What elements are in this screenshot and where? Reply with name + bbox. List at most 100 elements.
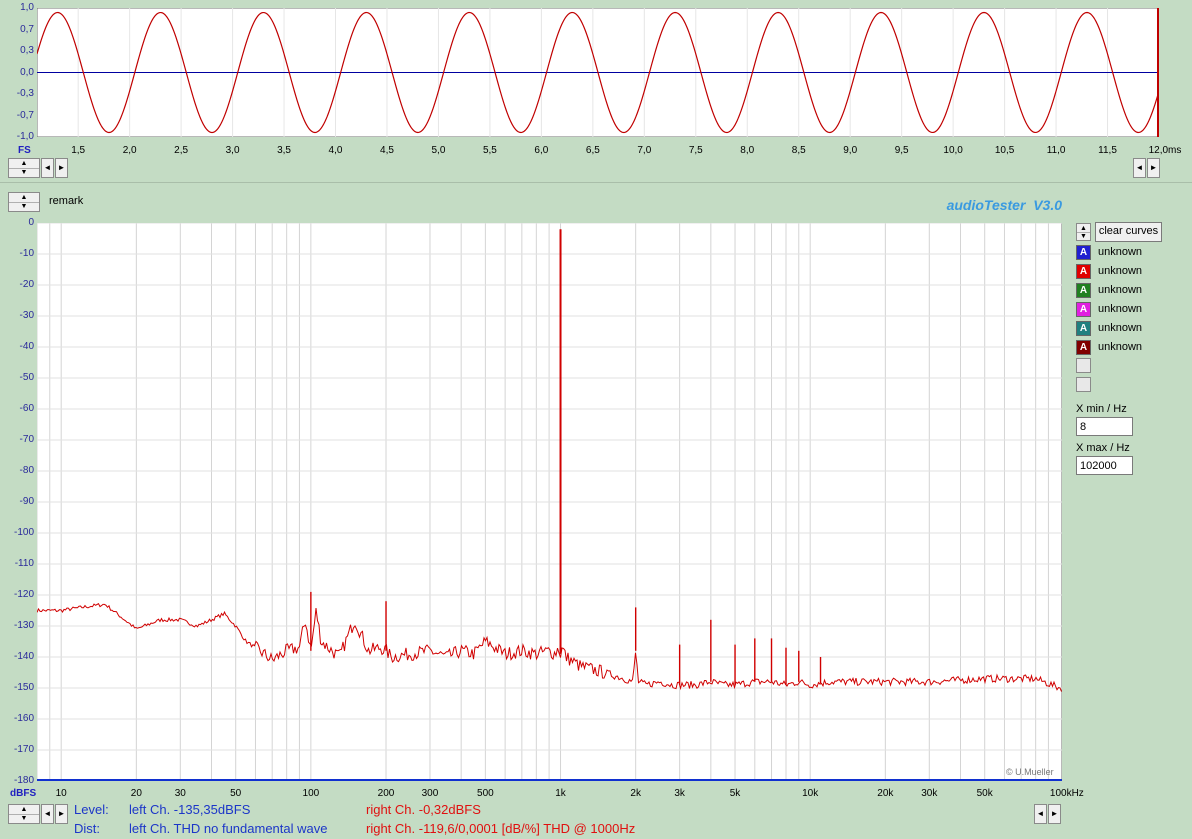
spectrum-x-tick-label: 2k	[630, 788, 641, 799]
curve-slot-empty[interactable]	[1076, 358, 1091, 373]
fs-label: FS	[18, 145, 31, 156]
curve-color-swatch[interactable]: A	[1076, 302, 1091, 317]
scope-x-tick-label: 2,5	[174, 145, 189, 156]
scope-x-tick-label: 8,0	[740, 145, 755, 156]
spectrum-x-tick-label: 10	[55, 788, 67, 799]
scope-zoom-right-button[interactable]: ►	[1147, 158, 1160, 178]
dist-right-value: right Ch. -119,6/0,0001 [dB/%] THD @ 100…	[366, 821, 636, 836]
curve-label: unknown	[1098, 341, 1143, 353]
clear-curves-button[interactable]: clear curves	[1095, 222, 1162, 242]
spinner-down-icon[interactable]: ▼	[20, 815, 28, 822]
dist-left-value: left Ch. THD no fundamental wave	[129, 821, 328, 836]
legend-spinner[interactable]: ▲ ▼	[1076, 223, 1091, 241]
spectrum-zoom-right-button[interactable]: ►	[1048, 804, 1061, 824]
spectrum-y-tick-label: -170	[13, 744, 34, 755]
level-label: Level:	[74, 802, 109, 817]
spinner-up-icon[interactable]: ▲	[9, 805, 39, 815]
spectrum-y-tick-label: -160	[13, 713, 34, 724]
scope-scroll-left-button[interactable]: ◄	[41, 158, 54, 178]
spectrum-x-tick-label: 30	[174, 788, 186, 799]
spectrum-y-tick-label: -130	[13, 620, 34, 631]
scope-x-tick-label: 4,0	[328, 145, 343, 156]
scope-x-tick-label: 1,5	[71, 145, 86, 156]
scope-x-tick-label: 11,0	[1046, 145, 1066, 156]
xmin-input[interactable]	[1076, 417, 1133, 436]
spectrum-x-tick-label: 100kHz	[1049, 788, 1084, 799]
spectrum-x-tick-label: 20	[130, 788, 142, 799]
spectrum-x-tick-label: 500	[477, 788, 494, 799]
spectrum-scroll-left-button[interactable]: ◄	[41, 804, 54, 824]
scope-x-tick-label: 4,5	[380, 145, 394, 156]
spectrum-y-tick-label: -50	[19, 372, 34, 383]
scope-x-tick-label: 8,5	[791, 145, 806, 156]
scope-zoom-left-button[interactable]: ◄	[1133, 158, 1146, 178]
curve-label: unknown	[1098, 265, 1143, 277]
scope-y-tick-label: 0,7	[20, 23, 34, 35]
spectrum-x-tick-label: 3k	[674, 788, 685, 799]
spectrum-y-tick-label: -20	[19, 279, 34, 290]
scope-x-tick-label: 11,5	[1098, 145, 1117, 156]
spectrum-y-tick-label: -30	[19, 310, 34, 321]
spectrum-y-tick-label: -70	[19, 434, 34, 445]
level-right-value: right Ch. -0,32dBFS	[366, 802, 481, 817]
spectrum-scroll-right-button[interactable]: ►	[55, 804, 68, 824]
spectrum-zoom-left-button[interactable]: ◄	[1034, 804, 1047, 824]
scope-y-tick-label: 0,0	[20, 66, 34, 78]
scope-y-tick-label: 1,0	[20, 2, 34, 13]
dist-label: Dist:	[74, 821, 100, 836]
spinner-up-icon[interactable]: ▲	[9, 193, 39, 203]
spectrum-y-tick-label: -100	[13, 527, 34, 538]
curve-color-swatch[interactable]: A	[1076, 283, 1091, 298]
level-left-value: left Ch. -135,35dBFS	[129, 802, 251, 817]
scope-x-tick-label: 5,0	[431, 145, 446, 156]
xmin-label: X min / Hz	[1076, 403, 1127, 415]
scope-x-tick-label: 3,0	[225, 145, 240, 156]
oscilloscope-plot	[37, 8, 1159, 137]
spectrum-x-tick-label: 30k	[921, 788, 938, 799]
spectrum-trace	[37, 603, 1062, 692]
spectrum-y-tick-label: -140	[13, 651, 34, 662]
spectrum-y-tick-label: -150	[13, 682, 34, 693]
spectrum-x-tick-label: 5k	[729, 788, 741, 799]
spinner-down-icon[interactable]: ▼	[20, 203, 28, 210]
remark-spinner[interactable]: ▲ ▼	[8, 192, 40, 212]
spectrum-y-tick-label: -120	[13, 589, 34, 600]
curve-label: unknown	[1098, 284, 1143, 296]
spinner-up-icon[interactable]: ▲	[1077, 224, 1090, 233]
scope-y-tick-label: -0,3	[16, 88, 34, 99]
scope-waveform	[37, 11, 1159, 134]
spectrum-x-tick-label: 300	[421, 788, 439, 799]
spectrum-y-tick-label: -180	[13, 775, 34, 786]
dbfs-unit-label: dBFS	[10, 788, 37, 799]
scope-y-tick-label: -0,7	[16, 109, 34, 121]
watermark: © U.Mueller	[1006, 767, 1054, 777]
curve-label: unknown	[1098, 322, 1143, 334]
spinner-down-icon[interactable]: ▼	[20, 169, 28, 176]
scope-x-tick-label: 10,5	[994, 145, 1015, 156]
curve-color-swatch[interactable]: A	[1076, 321, 1091, 336]
curve-color-swatch[interactable]: A	[1076, 264, 1091, 279]
scope-y-tick-label: 0,3	[20, 45, 34, 56]
curve-slot-empty[interactable]	[1076, 377, 1091, 392]
spinner-down-icon[interactable]: ▼	[1080, 233, 1087, 240]
spectrum-x-tick-label: 200	[377, 788, 395, 799]
curve-label: unknown	[1098, 303, 1143, 315]
spinner-up-icon[interactable]: ▲	[9, 159, 39, 169]
scope-scroll-right-button[interactable]: ►	[55, 158, 68, 178]
spectrum-scale-spinner[interactable]: ▲ ▼	[8, 804, 40, 824]
xmax-input[interactable]	[1076, 456, 1133, 475]
scope-x-tick-label: 7,5	[688, 145, 703, 156]
spectrum-x-tick-label: 50	[230, 788, 242, 799]
panel-divider	[0, 182, 1192, 183]
scope-x-tick-label: 9,5	[894, 145, 909, 156]
spectrum-y-tick-label: -90	[19, 496, 34, 507]
spectrum-y-tick-label: -110	[14, 558, 34, 569]
scope-y-tick-label: -1,0	[16, 131, 34, 142]
spectrum-y-tick-label: -10	[19, 248, 34, 259]
curve-color-swatch[interactable]: A	[1076, 340, 1091, 355]
scope-scale-spinner[interactable]: ▲ ▼	[8, 158, 40, 178]
spectrum-x-tick-label: 10k	[802, 788, 819, 799]
curve-color-swatch[interactable]: A	[1076, 245, 1091, 260]
spectrum-y-tick-label: -80	[19, 465, 34, 476]
spectrum-y-tick-label: -60	[19, 403, 34, 414]
